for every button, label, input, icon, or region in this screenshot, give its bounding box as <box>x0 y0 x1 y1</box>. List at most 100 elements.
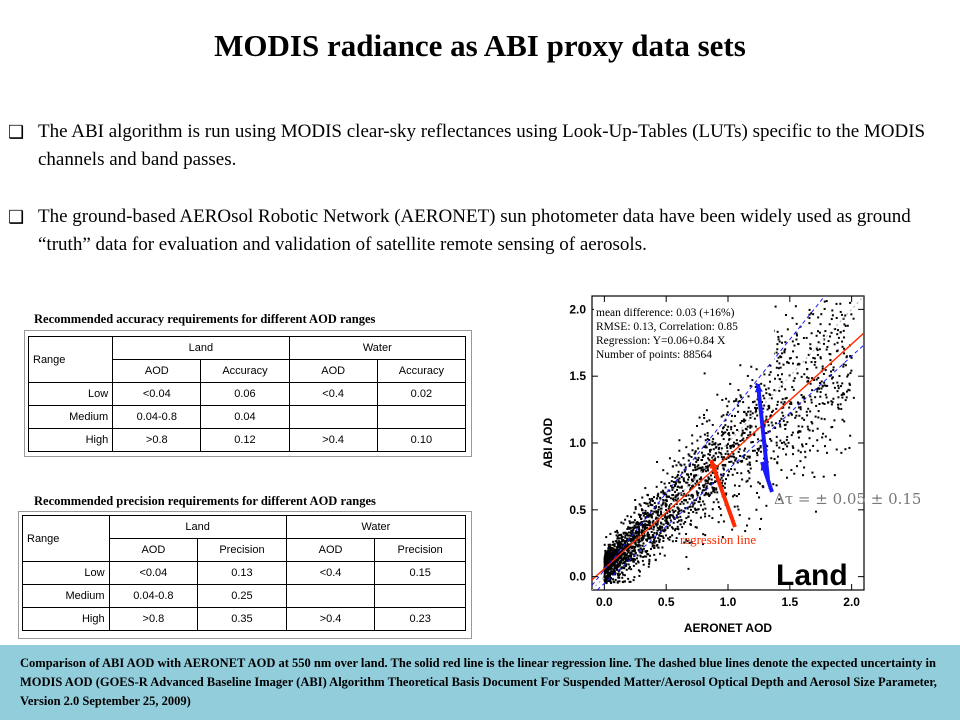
data-point <box>686 501 689 504</box>
data-point <box>656 494 659 497</box>
data-point <box>610 582 613 585</box>
data-point <box>686 507 689 510</box>
data-point <box>727 453 730 456</box>
table-cell: 0.25 <box>197 584 287 608</box>
data-point <box>796 401 799 404</box>
data-point <box>738 514 741 517</box>
data-point <box>823 445 826 448</box>
data-point <box>698 416 701 419</box>
data-point <box>704 515 707 518</box>
data-point <box>707 493 710 496</box>
data-point <box>611 556 614 559</box>
data-point <box>748 477 751 480</box>
data-point <box>650 527 653 530</box>
data-point <box>692 503 695 506</box>
data-point <box>779 378 782 381</box>
data-point <box>691 480 694 483</box>
data-point <box>671 494 674 497</box>
data-point <box>755 451 758 454</box>
data-point <box>603 543 606 546</box>
data-point <box>662 499 665 502</box>
data-point <box>809 395 812 398</box>
uncertainty-lower-line <box>596 344 864 590</box>
data-point <box>778 362 781 365</box>
data-point <box>697 458 700 461</box>
data-point <box>842 336 845 339</box>
data-point <box>753 417 756 420</box>
data-point <box>726 405 729 408</box>
data-point <box>758 482 761 485</box>
data-point <box>670 480 673 483</box>
data-point <box>609 555 612 558</box>
data-point <box>755 368 758 371</box>
data-point <box>617 553 620 556</box>
data-point <box>622 557 625 560</box>
data-point <box>786 445 789 448</box>
data-point <box>720 447 723 450</box>
data-point <box>670 486 673 489</box>
data-point <box>680 485 683 488</box>
data-point <box>782 403 785 406</box>
data-point <box>722 414 725 417</box>
data-point <box>637 531 640 534</box>
data-point <box>628 539 631 542</box>
data-point <box>780 401 783 404</box>
data-point <box>624 534 627 537</box>
data-point <box>675 514 678 517</box>
stats-background <box>594 302 774 364</box>
data-point <box>769 415 772 418</box>
data-point <box>612 564 615 567</box>
data-point <box>792 379 795 382</box>
data-point <box>749 467 752 470</box>
data-point <box>682 502 685 505</box>
data-point <box>819 395 822 398</box>
data-point <box>792 350 795 353</box>
table-cell: 0.04 <box>200 405 290 429</box>
data-point <box>655 485 658 488</box>
data-point <box>701 484 704 487</box>
data-point <box>643 555 646 558</box>
data-point <box>677 461 680 464</box>
data-point <box>765 415 768 418</box>
data-point <box>777 335 780 338</box>
data-point <box>647 521 650 524</box>
data-point <box>778 419 781 422</box>
data-point <box>685 533 688 536</box>
data-point <box>793 344 796 347</box>
data-point <box>643 520 646 523</box>
range-cell: Low <box>27 382 114 406</box>
data-point <box>657 492 660 495</box>
data-point <box>784 443 787 446</box>
data-point <box>755 403 758 406</box>
data-point <box>730 428 733 431</box>
data-point <box>685 494 688 497</box>
data-point <box>786 476 789 479</box>
table-cell: 0.35 <box>197 607 287 631</box>
data-point <box>749 424 752 427</box>
data-point <box>779 355 782 358</box>
data-point <box>779 366 782 369</box>
table-cell: 0.15 <box>374 561 466 585</box>
data-point <box>648 501 651 504</box>
data-point <box>805 443 808 446</box>
data-point <box>604 552 607 555</box>
table-cell: <0.04 <box>108 561 199 585</box>
data-point <box>820 417 823 420</box>
data-point <box>642 547 645 550</box>
data-point <box>769 364 772 367</box>
data-point <box>653 507 656 510</box>
data-point <box>720 476 723 479</box>
data-point <box>605 581 608 584</box>
table-cell: >0.8 <box>112 428 202 452</box>
data-point <box>640 531 643 534</box>
data-point <box>605 558 608 561</box>
data-point <box>644 524 647 527</box>
data-point <box>661 503 664 506</box>
data-point <box>627 549 630 552</box>
data-point <box>693 499 696 502</box>
data-point <box>646 538 649 541</box>
data-point <box>774 377 777 380</box>
data-point <box>661 535 664 538</box>
data-point <box>822 432 825 435</box>
data-point <box>688 484 691 487</box>
